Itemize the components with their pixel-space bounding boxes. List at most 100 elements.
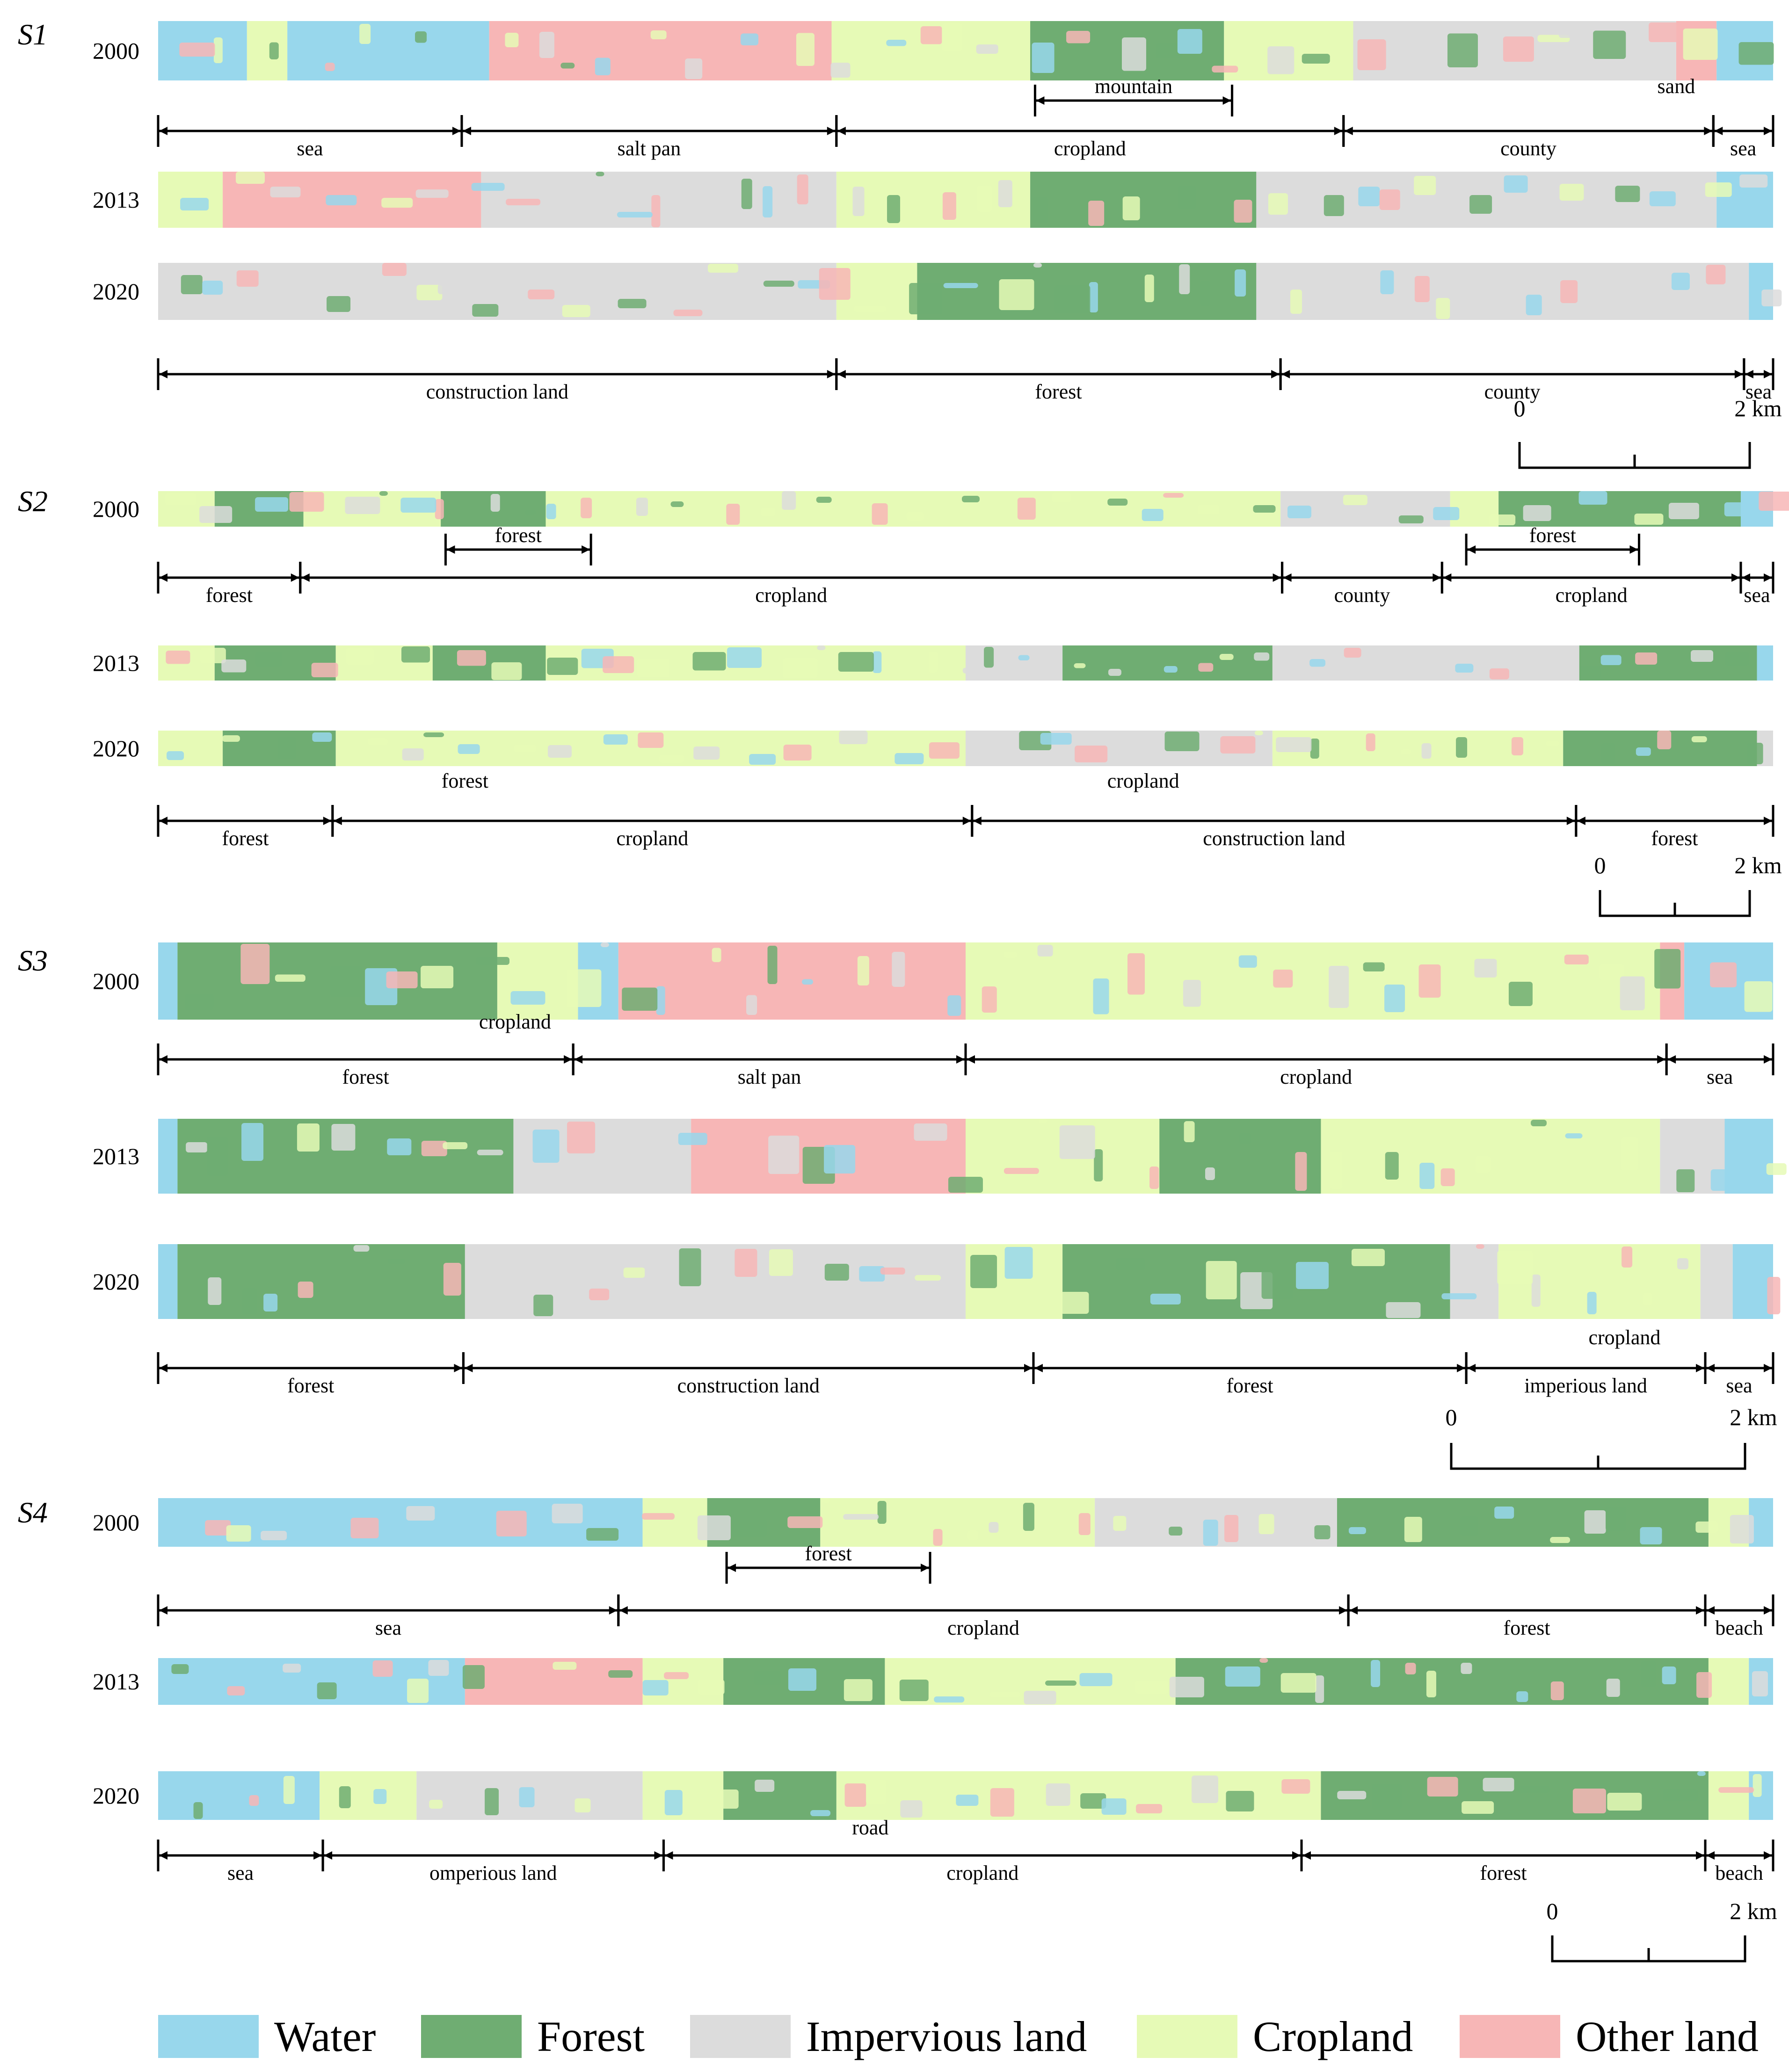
scale-zero-label: 0: [1547, 1898, 1558, 1924]
landuse-patch-cropland: [1753, 1774, 1762, 1797]
landuse-patch-other: [581, 498, 592, 518]
landuse-patch-cropland: [235, 172, 265, 184]
landuse-patch-impervious: [1584, 1510, 1606, 1534]
landuse-patch-other: [386, 971, 418, 988]
annotation-row: [157, 1043, 1774, 1075]
landuse-segment-cropland: [1708, 1771, 1749, 1820]
scale-max-label: 2 km: [1730, 1898, 1777, 1924]
landuse-patch-water: [1526, 295, 1542, 315]
landuse-patch-other: [179, 43, 215, 57]
arrow-head: [1714, 127, 1723, 135]
year-label: 2000: [93, 1509, 139, 1536]
landuse-segment-cropland: [966, 942, 1660, 1020]
landuse-patch-impervious: [402, 748, 424, 761]
landuse-patch-impervious: [998, 180, 1012, 207]
landuse-patch-cropland: [1643, 1293, 1653, 1305]
landuse-patch-water: [449, 23, 463, 47]
landuse-patch-other: [1427, 1777, 1458, 1797]
transect-strip: [158, 491, 1789, 527]
arrow-head: [291, 573, 299, 582]
landuse-patch-impervious: [1616, 296, 1634, 316]
year-label: 2020: [93, 278, 139, 304]
span-label: cropland: [1556, 584, 1628, 607]
landuse-patch-forest: [970, 1255, 997, 1288]
landuse-patch-water: [1662, 1666, 1676, 1684]
landuse-patch-impervious: [552, 1504, 583, 1523]
landuse-patch-impervious: [1337, 1791, 1367, 1799]
landuse-patch-forest: [207, 1137, 228, 1176]
landuse-patch-water: [1101, 1798, 1127, 1815]
span-label: cropland: [1280, 1065, 1352, 1088]
landuse-patch-impervious: [1059, 1125, 1095, 1159]
landuse-patch-cropland: [659, 755, 684, 763]
landuse-patch-other: [1075, 746, 1108, 762]
landuse-patch-other: [350, 1518, 379, 1538]
arrow-head: [654, 1851, 663, 1860]
section-label: S4: [18, 1496, 48, 1529]
landuse-patch-other: [880, 1268, 905, 1275]
landuse-patch-other: [240, 944, 270, 984]
transect-strip: [158, 263, 1782, 320]
year-label: 2000: [93, 968, 139, 994]
landuse-patch-water: [595, 58, 611, 75]
landuse-patch-forest: [887, 195, 901, 223]
landuse-patch-other: [1163, 493, 1184, 498]
landuse-patch-forest: [1601, 743, 1615, 764]
landuse-patch-impervious: [645, 1262, 666, 1301]
landuse-patch-cropland: [853, 306, 887, 312]
landuse-patch-other: [844, 1783, 866, 1807]
landuse-patch-impervious: [622, 1166, 651, 1188]
landuse-patch-forest: [1324, 195, 1344, 216]
landuse-patch-cropland: [712, 948, 721, 962]
landuse-patch-cropland: [1351, 1249, 1385, 1266]
landuse-patch-forest: [1363, 962, 1385, 971]
section-label: S3: [18, 944, 48, 977]
landuse-patch-cropland: [1462, 1801, 1494, 1814]
scale-bar: [1551, 1935, 1746, 1963]
landuse-patch-water: [1587, 1292, 1597, 1314]
landuse-patch-cropland: [1404, 1517, 1422, 1542]
landuse-patch-impervious: [1276, 737, 1312, 752]
landuse-patch-other: [1405, 1663, 1416, 1674]
landuse-patch-impervious: [261, 1531, 287, 1540]
year-label: 2000: [93, 38, 139, 64]
landuse-patch-water: [617, 212, 653, 217]
span-label: cropland: [1054, 137, 1126, 160]
landuse-patch-water: [749, 754, 776, 765]
landuse-patch-other: [249, 1795, 259, 1806]
scale-zero-label: 0: [1514, 395, 1526, 421]
landuse-segment-water: [1724, 1119, 1773, 1194]
landuse-patch-forest: [961, 496, 980, 502]
landuse-patch-water: [1710, 1169, 1731, 1191]
landuse-patch-cropland: [1691, 736, 1707, 742]
landuse-patch-impervious: [830, 63, 851, 78]
landuse-patch-impervious: [636, 498, 648, 516]
landuse-patch-impervious: [1315, 1675, 1324, 1703]
landuse-patch-water: [763, 186, 773, 217]
landuse-patch-water: [1089, 282, 1098, 312]
landuse-patch-impervious: [1531, 1275, 1541, 1307]
landuse-patch-forest: [838, 652, 874, 672]
landuse-patch-forest: [618, 299, 647, 308]
landuse-patch-forest: [622, 987, 658, 1011]
landuse-patch-cropland: [165, 493, 196, 505]
landuse-patch-cropland: [1329, 1152, 1343, 1189]
landuse-segment-cropland: [642, 1771, 724, 1820]
landuse-patch-impervious: [186, 1142, 208, 1152]
landuse-patch-impervious: [1474, 959, 1497, 978]
landuse-patch-cropland: [213, 37, 223, 63]
landuse-patch-other: [819, 268, 851, 300]
landuse-patch-other: [1017, 498, 1036, 520]
span-label: sea: [375, 1616, 401, 1639]
landuse-patch-forest: [185, 994, 214, 1010]
landuse-patch-cropland: [1695, 1521, 1718, 1533]
landuse-patch-water: [1640, 1527, 1662, 1544]
landuse-patch-impervious: [1267, 46, 1294, 74]
landuse-patch-water: [510, 991, 545, 1005]
landuse-patch-forest: [692, 652, 726, 671]
landuse-patch-other: [496, 1511, 527, 1536]
section-label: S1: [18, 18, 48, 51]
landuse-patch-water: [1287, 506, 1312, 518]
landuse-patch-cropland: [1599, 964, 1625, 980]
landuse-patch-water: [202, 281, 223, 295]
